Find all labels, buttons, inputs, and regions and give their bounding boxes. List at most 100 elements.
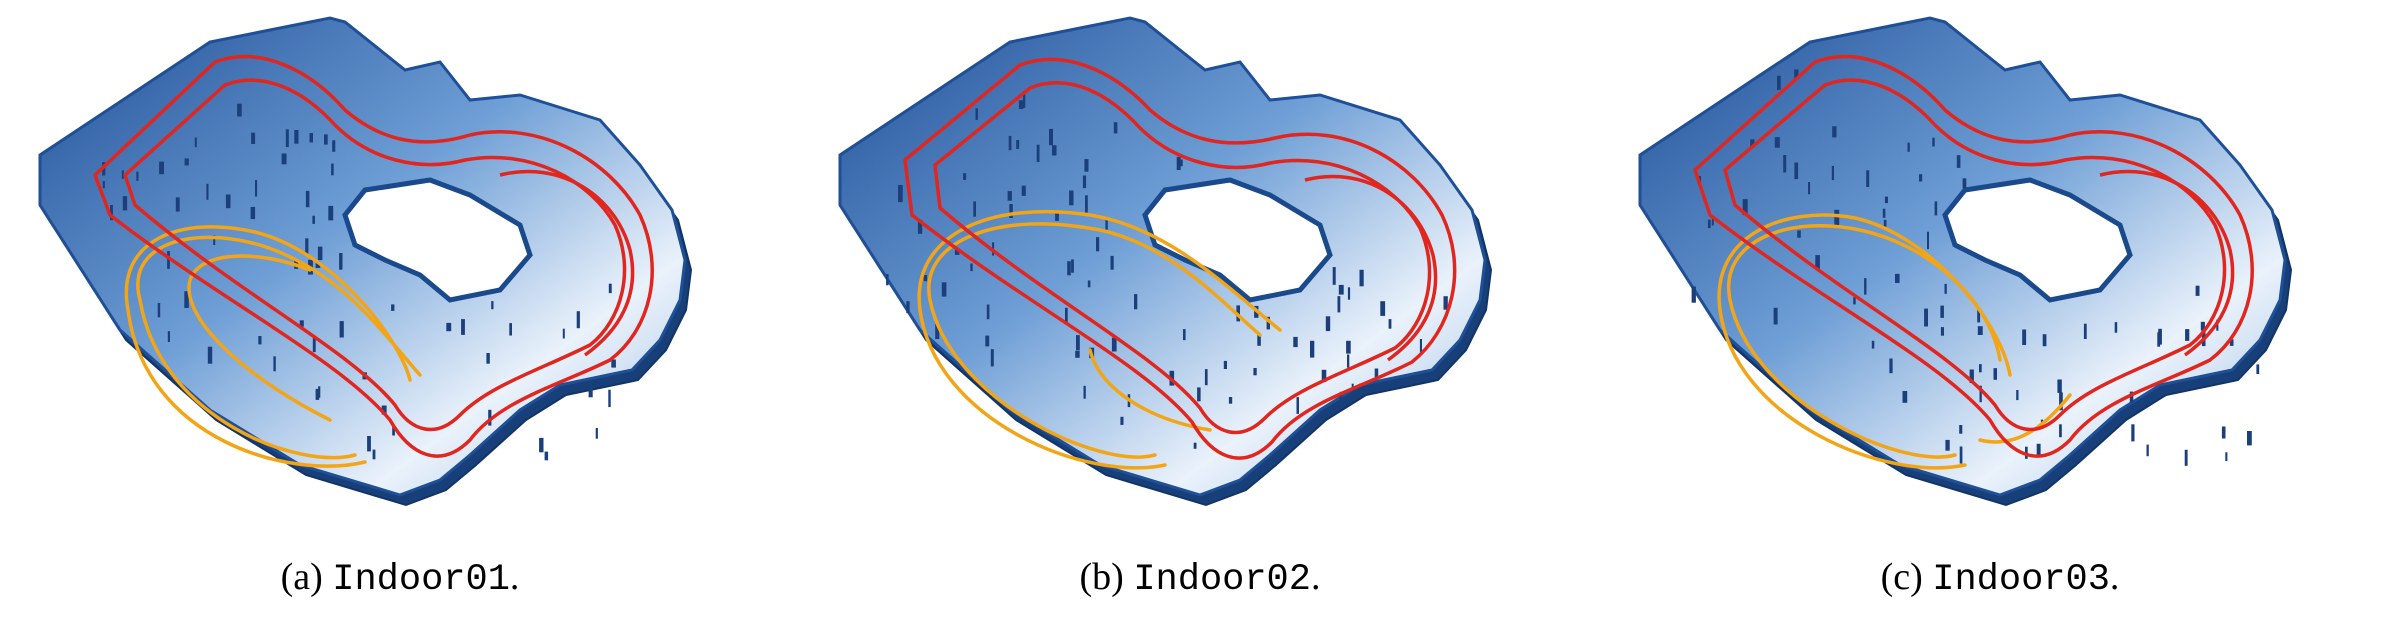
pillar: [1325, 316, 1331, 332]
pillar: [1120, 416, 1124, 425]
pillar: [159, 161, 164, 175]
caption-prefix: (a): [280, 556, 323, 598]
pillar: [372, 449, 376, 460]
pillar: [1864, 278, 1867, 295]
pillar: [2059, 424, 2062, 438]
pillar: [1388, 319, 1392, 329]
pillar: [1927, 231, 1929, 250]
pillar: [1253, 368, 1257, 376]
pillar: [1956, 155, 1961, 168]
red-trajectory: [2099, 169, 2235, 357]
pillar: [225, 194, 231, 209]
pillar: [281, 153, 287, 165]
pillar: [1134, 294, 1138, 310]
pillar: [331, 163, 334, 176]
pillar: [1907, 142, 1910, 152]
pillar: [1944, 283, 1947, 294]
caption-suffix: .: [2109, 556, 2120, 598]
pillar: [1266, 316, 1270, 330]
red-trajectory: [123, 78, 627, 432]
pillar: [1934, 201, 1938, 216]
pillar: [446, 322, 452, 332]
pillar: [315, 261, 321, 268]
pillar: [1071, 259, 1074, 273]
pillar: [1096, 237, 1100, 252]
red-trajectory: [1304, 174, 1438, 362]
pillar: [1065, 307, 1068, 323]
pillar: [1052, 145, 1057, 156]
pillar: [1113, 122, 1118, 134]
pillar: [258, 336, 262, 345]
pillar: [2229, 339, 2234, 346]
pillar: [2057, 379, 2062, 393]
pillar: [941, 282, 947, 297]
pillar: [1087, 280, 1091, 288]
pillar: [486, 353, 490, 364]
pillar: [1082, 175, 1087, 189]
pillar: [1979, 364, 1982, 373]
pillar: [184, 158, 189, 166]
pillar: [237, 103, 242, 117]
pillar: [1932, 137, 1935, 147]
pillar: [1176, 156, 1181, 170]
pillar: [2247, 431, 2252, 446]
pillar: [1866, 170, 1870, 187]
pillar: [1193, 442, 1197, 449]
pillar: [1016, 140, 1020, 149]
pillar: [391, 304, 395, 311]
caption-prefix: (b): [1079, 556, 1124, 598]
pillar: [2158, 328, 2162, 345]
pillar: [1691, 286, 1696, 303]
pillar: [544, 451, 549, 461]
pillar: [299, 320, 304, 327]
map-render: [838, 16, 1493, 507]
red-trajectory: [499, 169, 635, 357]
pillar: [1979, 385, 1982, 403]
pillar: [509, 323, 512, 336]
pillar: [1773, 307, 1778, 325]
caption-sequence: Indoor03: [1932, 559, 2110, 601]
caption-suffix: .: [509, 556, 520, 598]
pillar: [595, 428, 598, 439]
pillar: [1834, 209, 1840, 228]
pillar: [1083, 385, 1086, 399]
orange-trajectory: [187, 254, 332, 422]
pillar: [1049, 128, 1053, 146]
pillar: [1007, 191, 1012, 201]
pillar: [2225, 452, 2228, 462]
panel-indoor02: (b) Indoor02.: [800, 0, 1600, 623]
pillar: [1815, 255, 1820, 270]
pillar: [2256, 364, 2260, 374]
pillar: [1797, 230, 1801, 238]
pillar: [975, 108, 978, 120]
pillar: [1338, 284, 1344, 295]
pillar: [1183, 329, 1186, 341]
pillar: [207, 346, 213, 364]
panel-caption: (b) Indoor02.: [800, 552, 1600, 602]
pillar: [1321, 369, 1327, 382]
pillar: [1871, 340, 1875, 349]
panel-indoor01: (a) Indoor01.: [0, 0, 800, 623]
pillar: [1075, 350, 1080, 358]
pillar: [1204, 369, 1208, 386]
pillar: [1924, 308, 1928, 327]
pillar: [1110, 255, 1114, 270]
pillar: [312, 335, 316, 353]
pillar: [1310, 340, 1315, 358]
pillar: [1940, 327, 1944, 336]
panel-caption: (c) Indoor03.: [1600, 552, 2400, 602]
pillar: [608, 283, 612, 294]
pillar: [917, 219, 923, 234]
pillar: [1969, 369, 1974, 383]
pillar: [1055, 210, 1059, 221]
pillar: [194, 137, 197, 148]
pillar: [1380, 301, 1386, 316]
pillar: [2146, 444, 2149, 457]
pillar: [1794, 69, 1799, 80]
pillar: [2059, 392, 2063, 411]
pillar: [1085, 195, 1088, 213]
pillar: [1105, 217, 1108, 230]
pillar: [1347, 287, 1351, 300]
pillar: [1711, 217, 1714, 226]
pillar: [1228, 397, 1233, 404]
